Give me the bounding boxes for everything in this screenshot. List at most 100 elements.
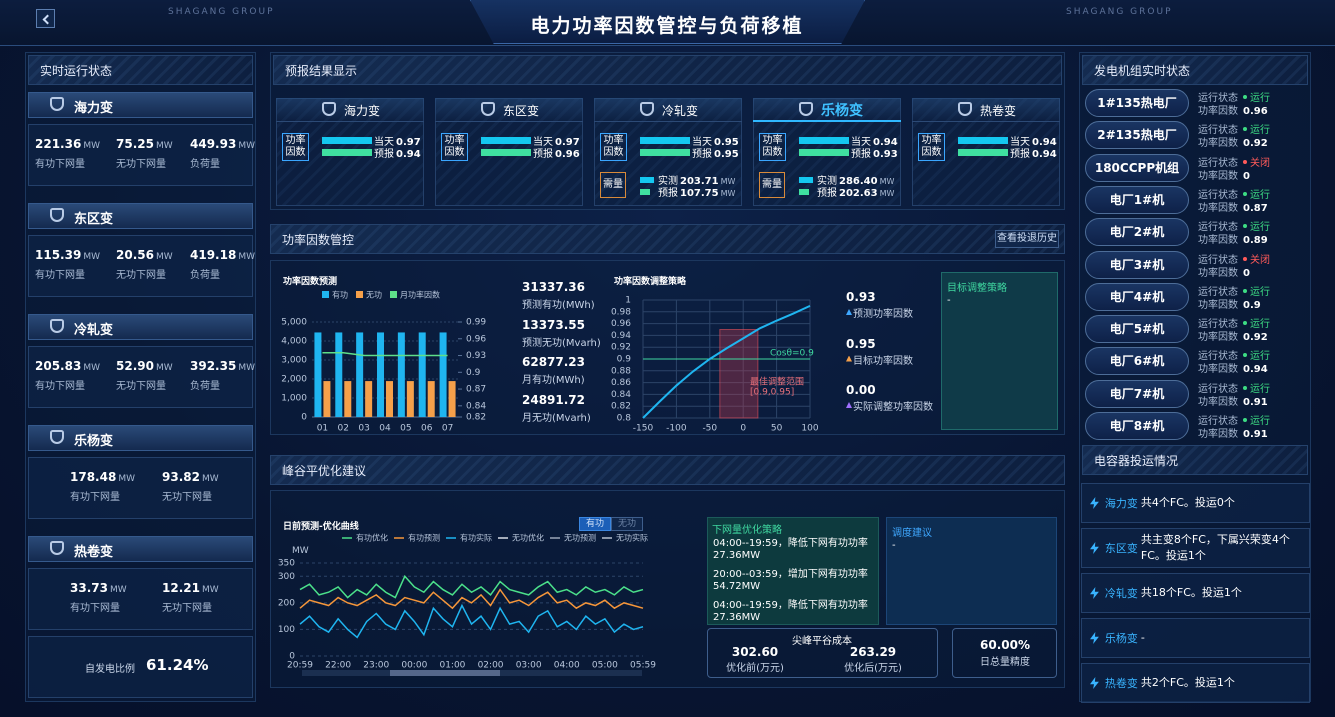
- generator-pf: 功率因数 0.91: [1198, 425, 1268, 440]
- toggle[interactable]: 有功: [579, 517, 611, 531]
- card-name: 热卷变: [980, 104, 1017, 118]
- history-button[interactable]: 查看投退历史: [995, 230, 1059, 248]
- status-dot: [1243, 288, 1247, 293]
- status-label: 运行状态: [1198, 222, 1238, 234]
- pf-value: 0.92: [1243, 332, 1268, 344]
- card-header: [753, 98, 901, 122]
- capacitor-text: 共主变8个FC，下属兴荣变4个FC。投运1个: [1140, 533, 1290, 562]
- advice-title: 调度建议: [892, 528, 932, 539]
- stat-value: 33.73: [70, 581, 108, 595]
- toggle-label: 无功: [617, 519, 636, 529]
- today-bar: [799, 137, 849, 144]
- capacitor-icon: [1090, 677, 1099, 689]
- generator-status: 运行状态 运行: [1198, 89, 1270, 104]
- capacitor-row: 海力变 共4个FC。投运0个: [1081, 483, 1310, 523]
- card-icon: [958, 102, 972, 116]
- strategy-line: 20:00--03:59，增加下网有功功率: [713, 569, 868, 580]
- stat-label: 月无功(Mvarh): [522, 412, 591, 424]
- generator-name-text: 电厂3#机: [1109, 257, 1165, 272]
- title-bar: [270, 224, 1065, 254]
- demand-forecast-value: 202.63: [839, 188, 878, 199]
- today-label: 当天: [1010, 137, 1030, 148]
- measured-bar: [640, 177, 654, 183]
- generator-name-text: 电厂2#机: [1109, 225, 1165, 240]
- status-value: 运行: [1250, 222, 1270, 234]
- generator-name-text: 电厂6#机: [1109, 354, 1165, 369]
- scrollbar-thumb: [390, 670, 500, 676]
- unit-name: 冷轧变: [74, 323, 114, 338]
- strategy-line: 27.36MW: [713, 549, 761, 561]
- forecast-value: 0.93: [873, 149, 898, 160]
- capacitor-icon: [1090, 497, 1099, 509]
- generator-name-text: 电厂4#机: [1109, 289, 1165, 304]
- unit-header: [28, 92, 253, 118]
- stat-value: 205.83: [35, 359, 82, 373]
- toggle[interactable]: 无功: [611, 517, 643, 531]
- status-value: 运行: [1250, 383, 1270, 395]
- card-name: 海力变: [344, 104, 381, 118]
- result-marker: [846, 309, 852, 315]
- generator-name-text: 电厂8#机: [1109, 419, 1165, 433]
- generator-name: 180CCPP机组: [1085, 153, 1189, 182]
- unit-name: 东区变: [74, 212, 114, 227]
- generator-status: 运行状态 运行: [1198, 186, 1270, 201]
- title-bar: [273, 55, 1062, 85]
- pf-label: 功率因数: [1198, 202, 1238, 214]
- today-value: 0.94: [1032, 137, 1057, 148]
- status-label: 运行状态: [1198, 93, 1238, 104]
- cost-label: 优化后(万元): [844, 663, 902, 674]
- result-label: 目标功率因数: [853, 355, 913, 367]
- stat: 75.25 MW: [116, 137, 173, 151]
- stat-unit: MW: [83, 363, 100, 373]
- today: 当天 0.97: [374, 133, 421, 148]
- forecast-bar: [322, 149, 372, 156]
- today-bar: [958, 137, 1008, 144]
- generator-pf: 功率因数 0.92: [1198, 328, 1268, 343]
- stat-unit: MW: [109, 585, 127, 595]
- pf-label: 功率因数: [1198, 396, 1238, 408]
- panel-title: 峰谷平优化建议: [282, 464, 367, 478]
- generator-status: 运行状态 运行: [1198, 347, 1270, 362]
- measured-bar: [799, 177, 813, 183]
- capacitor-icon: [1090, 587, 1099, 599]
- page-title: 电力功率因数管控与负荷移植: [530, 15, 804, 37]
- back-button[interactable]: [36, 9, 55, 28]
- demand-label: 需量: [603, 179, 623, 190]
- today: 当天 0.95: [692, 133, 739, 148]
- capacitor-text: 共2个FC。投运1个: [1140, 676, 1235, 689]
- generator-name: 电厂2#机: [1085, 218, 1189, 247]
- capacitor-row: 东区变 共主变8个FC，下属兴荣变4个FC。投运1个: [1081, 528, 1310, 568]
- stat-unit: MW: [118, 474, 135, 484]
- demand-forecast-label: 预报: [658, 188, 678, 199]
- stat-value: 93.82: [162, 470, 200, 484]
- demand-forecast-unit: MW: [720, 189, 736, 198]
- measured-label: 实测: [817, 176, 837, 187]
- today: 当天 0.94: [851, 133, 898, 148]
- today-bar: [640, 137, 690, 144]
- today-value: 0.97: [555, 137, 580, 148]
- generator-status: 运行状态 关闭: [1198, 154, 1270, 169]
- strategy-title: 下网量优化策略: [712, 525, 782, 536]
- generator-pf: 功率因数 0: [1198, 264, 1250, 279]
- pf-label: 功率因数: [1198, 364, 1238, 376]
- pf-box: 功率因数: [600, 133, 627, 161]
- generator-name: 电厂1#机: [1085, 185, 1189, 214]
- cost-value: 263.29: [849, 645, 897, 659]
- stat: 20.56 MW: [116, 248, 173, 262]
- panel-title: 实时运行状态: [40, 64, 113, 78]
- stat-value: 178.48: [70, 470, 117, 484]
- today-label: 当天: [851, 137, 871, 148]
- unit-icon: [50, 430, 64, 444]
- stat-value: 62877.23: [522, 355, 586, 369]
- forecast-bar: [799, 149, 849, 156]
- pf-value: 0.94: [1243, 364, 1268, 376]
- stat-label: 负荷量: [190, 270, 220, 281]
- stat-label: 无功下网量: [116, 159, 166, 170]
- panel-title: 电容器投运情况: [1094, 454, 1179, 468]
- generator-name: 电厂4#机: [1085, 282, 1189, 311]
- pf-label: 功率因数: [762, 135, 783, 158]
- result-label: 预测功率因数: [853, 309, 913, 320]
- card-header: [276, 98, 424, 122]
- stat-label: 负荷量: [190, 381, 220, 392]
- stat-value: 31337.36: [522, 280, 586, 294]
